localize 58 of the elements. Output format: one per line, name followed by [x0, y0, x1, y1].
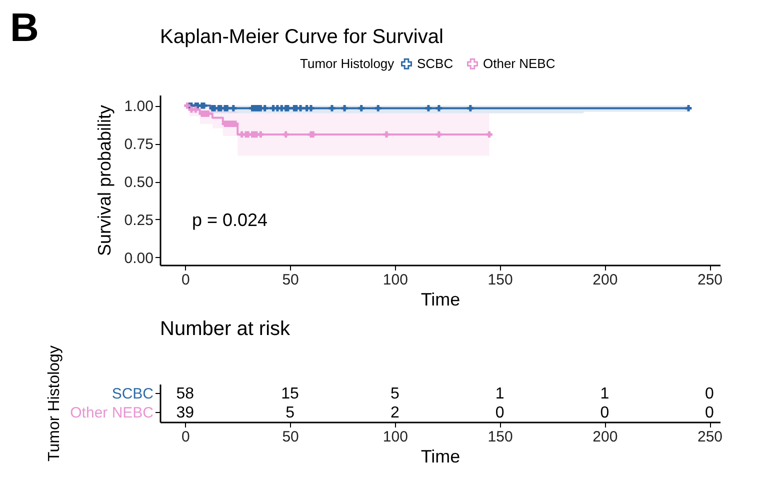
data-label: 2	[390, 404, 400, 422]
point	[685, 105, 692, 112]
data-label: 5	[286, 404, 295, 422]
data-label: 15	[281, 386, 300, 402]
x-tick-label: 250	[697, 428, 723, 446]
legend-label: SCBC	[417, 56, 454, 71]
y-tick-label: SCBC	[112, 386, 154, 402]
point	[436, 131, 442, 138]
x-tick-label: 50	[282, 428, 299, 446]
x-tick-label: 0	[181, 272, 190, 288]
point	[436, 105, 442, 112]
point	[358, 105, 365, 112]
point	[230, 105, 237, 112]
y-tick-label: 0.75	[124, 136, 154, 154]
x-tick-label: 200	[592, 272, 618, 288]
point	[467, 105, 474, 112]
y-axis-title: Tumor Histology	[46, 346, 64, 462]
annotation: p = 0.024	[192, 210, 268, 230]
point	[486, 131, 492, 138]
text: B	[10, 6, 39, 50]
data-label: 5	[390, 386, 400, 402]
point	[341, 105, 348, 112]
x-axis-title: Time	[420, 446, 460, 466]
data-label: 1	[600, 386, 610, 402]
point	[383, 131, 390, 138]
x-tick-label: 200	[592, 428, 618, 446]
y-tick-label: 0.50	[124, 174, 154, 192]
x-tick-label: 100	[382, 272, 408, 288]
chart-title: Number at risk	[160, 318, 292, 340]
y-tick-label: Other NEBC	[70, 404, 154, 422]
data-label: 1	[495, 386, 504, 402]
legend-title: Tumor Histology	[300, 56, 395, 71]
point	[374, 105, 382, 112]
chart-title: Kaplan-Meier Curve for Survival	[160, 26, 444, 48]
y-tick-label: 1.00	[124, 98, 154, 116]
x-tick-label: 0	[181, 428, 190, 446]
point	[328, 105, 336, 112]
x-tick-label: 150	[488, 272, 513, 288]
x-tick-label: 50	[282, 272, 299, 288]
data-label: 0	[600, 404, 610, 422]
legend-label: Other NEBC	[483, 56, 556, 71]
x-tick-label: 250	[697, 272, 723, 288]
y-axis-title: Survival probability	[94, 104, 114, 256]
data-label: 0	[495, 404, 504, 422]
point	[258, 131, 264, 138]
y-tick-label: 0.25	[124, 212, 154, 229]
data-label: 0	[705, 386, 714, 402]
data-label: 0	[705, 404, 714, 422]
data-label: 58	[176, 386, 194, 402]
point	[282, 131, 290, 138]
y-tick-label: 0.00	[124, 250, 154, 267]
point	[192, 106, 199, 113]
x-tick-label: 100	[382, 428, 408, 446]
x-tick-label: 150	[488, 428, 513, 446]
point	[184, 102, 190, 109]
point	[425, 105, 432, 112]
data-label: 39	[176, 404, 194, 422]
x-axis-title: Time	[420, 290, 460, 310]
